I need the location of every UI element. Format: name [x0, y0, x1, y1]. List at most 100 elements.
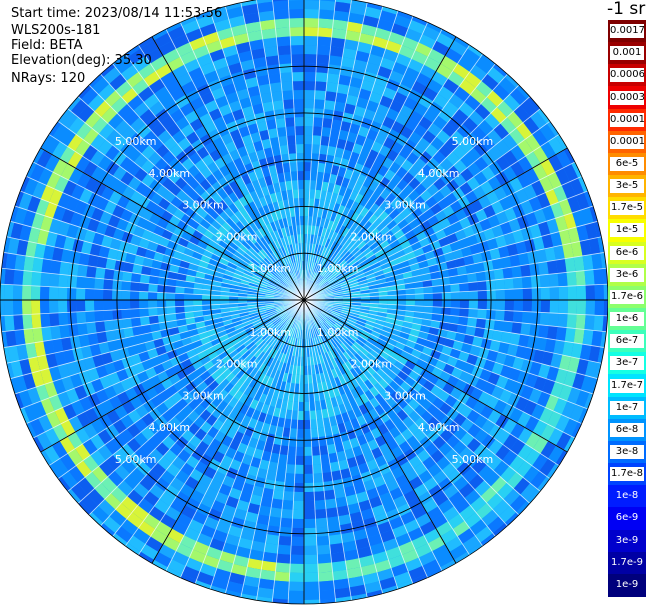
scan-cell	[462, 225, 475, 238]
scan-cell	[360, 563, 377, 576]
scan-cell	[569, 177, 585, 196]
scan-cell	[208, 128, 221, 142]
scan-cell	[245, 21, 262, 33]
azimuth-spoke	[151, 36, 305, 301]
scan-cell	[248, 331, 258, 339]
scan-cell	[351, 328, 362, 336]
scan-cell	[385, 108, 400, 121]
scan-cell	[515, 240, 528, 255]
scan-cell	[354, 193, 364, 204]
scan-cell	[520, 264, 531, 278]
scan-cell	[575, 270, 586, 286]
ray-line	[303, 0, 352, 301]
scan-cell	[112, 359, 125, 373]
colorbar-tick-label: 6e-5	[610, 157, 644, 171]
scan-cell	[203, 360, 215, 371]
scan-cell	[532, 163, 548, 181]
scan-cell	[261, 374, 270, 385]
scan-cell	[126, 162, 141, 177]
scan-cell	[379, 95, 394, 109]
scan-cell	[405, 288, 415, 295]
scan-cell	[87, 218, 100, 233]
ray-line	[303, 299, 588, 410]
scan-cell	[25, 241, 37, 258]
scan-cell	[349, 222, 359, 233]
scan-cell	[245, 567, 262, 579]
scan-cell	[74, 199, 88, 216]
scan-cell	[23, 177, 39, 196]
scan-cell	[127, 345, 139, 357]
scan-cell	[485, 395, 500, 410]
scan-cell	[205, 185, 218, 198]
scan-cell	[244, 511, 259, 524]
scan-cell	[423, 293, 433, 300]
scan-cell	[31, 370, 45, 388]
scan-cell	[263, 147, 274, 159]
scan-cell	[404, 118, 419, 132]
scan-cell	[213, 249, 224, 258]
scan-cell	[544, 246, 556, 262]
scan-cell	[288, 581, 304, 591]
scan-cell	[362, 411, 373, 423]
scan-cell	[317, 562, 333, 573]
scan-cell	[130, 281, 140, 292]
ray-line	[303, 299, 608, 317]
scan-cell	[257, 310, 267, 315]
scan-cell	[366, 337, 377, 346]
scan-cell	[358, 499, 372, 512]
scan-cell	[483, 227, 496, 241]
scan-cell	[261, 332, 271, 341]
scan-cell	[208, 479, 223, 492]
scan-cell	[0, 284, 5, 300]
scan-cell	[127, 243, 139, 255]
scan-cell	[363, 379, 374, 390]
scan-cell	[181, 404, 194, 417]
scan-cell	[304, 54, 317, 64]
scan-cell	[480, 486, 498, 503]
scan-cell	[473, 414, 488, 429]
scan-cell	[369, 241, 380, 251]
scan-cell	[319, 144, 329, 155]
scan-cell	[396, 190, 408, 203]
ray-line	[138, 44, 305, 301]
scan-cell	[243, 323, 254, 330]
scan-cell	[328, 340, 336, 350]
scan-cell	[363, 71, 378, 84]
scan-cell	[459, 308, 469, 318]
scan-cell	[288, 391, 295, 402]
scan-cell	[337, 204, 346, 216]
scan-cell	[322, 471, 333, 482]
scan-cell	[329, 315, 338, 322]
scan-cell	[148, 506, 166, 522]
scan-cell	[275, 272, 283, 280]
scan-cell	[218, 240, 229, 250]
scan-cell	[141, 359, 154, 371]
scan-cell	[220, 455, 234, 468]
scan-cell	[567, 356, 580, 373]
scan-cell	[376, 354, 387, 365]
scan-cell	[233, 400, 244, 412]
scan-cell	[319, 399, 328, 410]
scan-cell	[149, 100, 165, 116]
scan-cell	[139, 108, 155, 124]
scan-cell	[104, 224, 117, 238]
scan-cell	[407, 235, 419, 246]
scan-cell	[585, 360, 598, 378]
scan-cell	[286, 235, 293, 245]
scan-cell	[321, 246, 328, 257]
scan-cell	[415, 358, 427, 369]
scan-cell	[311, 262, 317, 272]
scan-cell	[334, 213, 342, 224]
scan-cell	[529, 361, 542, 377]
scan-cell	[320, 135, 330, 146]
ray-line	[303, 299, 551, 480]
scan-cell	[354, 134, 367, 146]
scan-cell	[226, 6, 244, 19]
scan-cell	[315, 526, 329, 537]
scan-cell	[500, 117, 517, 134]
scan-cell	[140, 159, 155, 174]
scan-cell	[314, 253, 319, 263]
scan-cell	[211, 10, 229, 24]
scan-cell	[272, 275, 281, 283]
scan-cell	[411, 381, 423, 393]
